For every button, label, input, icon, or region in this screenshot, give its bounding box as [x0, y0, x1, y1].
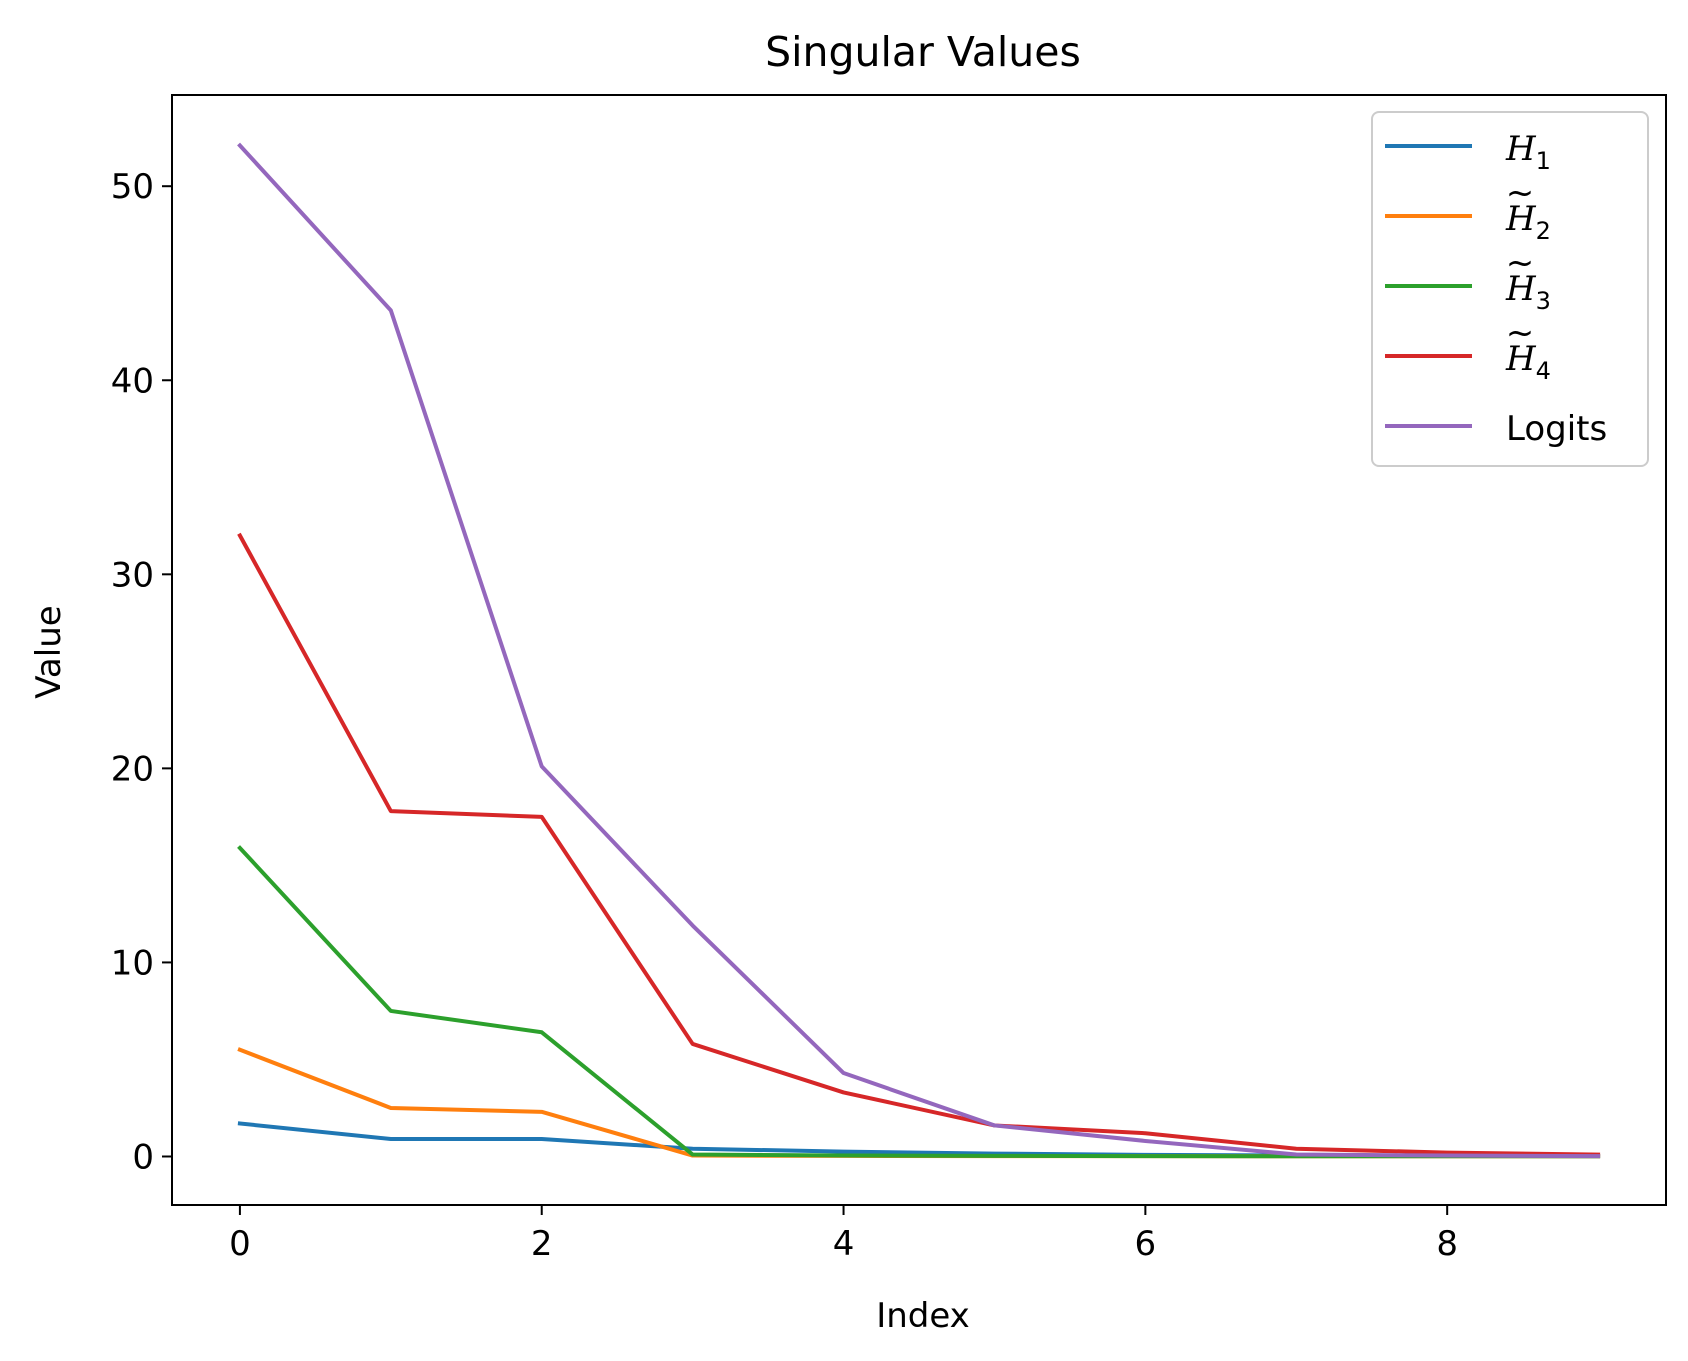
- series-line-3: [237, 532, 1601, 1157]
- legend-label-1: H2: [1505, 199, 1551, 245]
- legend-tilde-2: ~: [1506, 243, 1535, 283]
- x-tick-label-4: 8: [1436, 1224, 1458, 1264]
- legend-label-0: H1: [1505, 129, 1551, 175]
- y-axis: 0 10 20 30 40 50: [111, 167, 172, 1177]
- y-tick-label-0: 0: [132, 1137, 154, 1177]
- x-tick-label-0: 0: [229, 1224, 251, 1264]
- legend-label-2: H3: [1505, 269, 1551, 315]
- x-tick-label-3: 6: [1135, 1224, 1157, 1264]
- x-axis: 0 2 4 6 8: [229, 1205, 1458, 1264]
- y-tick-label-5: 50: [111, 167, 154, 207]
- plot-area: [171, 94, 1667, 1206]
- y-axis-title: Value: [29, 605, 69, 698]
- y-tick-label-4: 40: [111, 361, 154, 401]
- legend-label-3: H4: [1505, 339, 1551, 385]
- x-tick-label-2: 4: [833, 1224, 855, 1264]
- legend-label-4: Logits: [1506, 409, 1607, 449]
- x-tick-label-1: 2: [531, 1224, 553, 1264]
- chart-title: Singular Values: [765, 28, 1081, 76]
- legend-tilde-3: ~: [1506, 313, 1535, 353]
- x-axis-title: Index: [876, 1296, 970, 1336]
- legend-tilde-1: ~: [1506, 173, 1535, 213]
- y-tick-label-3: 30: [111, 555, 154, 595]
- y-tick-label-2: 20: [111, 749, 154, 789]
- plot-frame: [171, 94, 1667, 1206]
- series-line-4: [237, 142, 1601, 1159]
- legend-box: [1371, 111, 1649, 467]
- y-tick-label-1: 10: [111, 943, 154, 983]
